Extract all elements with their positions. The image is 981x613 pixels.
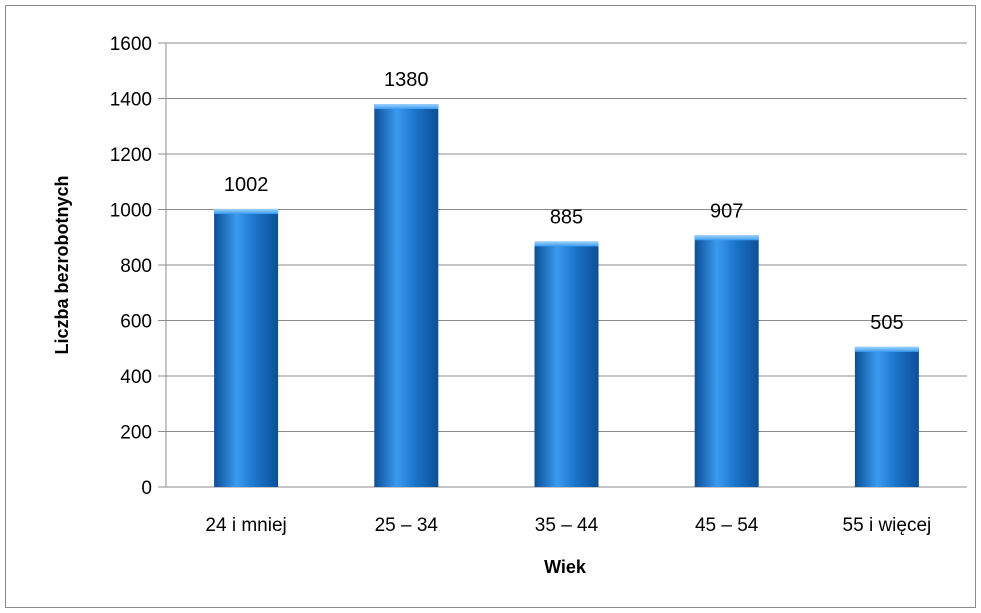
x-tick-label: 24 i mniej <box>205 515 286 536</box>
bar-cap <box>855 347 919 352</box>
x-tick-label: 45 – 54 <box>695 515 759 536</box>
x-tick-label: 25 – 34 <box>375 515 439 536</box>
x-tick-labels: 24 i mniej 25 – 34 35 – 44 45 – 54 55 i więc… <box>205 515 931 536</box>
x-axis-label: Wiek <box>544 557 587 577</box>
data-label: 505 <box>870 312 903 334</box>
bar-cap <box>535 241 599 246</box>
data-label: 1380 <box>384 69 429 91</box>
bar-cap <box>695 235 759 240</box>
x-tick-label: 55 i więcej <box>843 515 932 536</box>
data-label: 1002 <box>224 174 269 196</box>
bar <box>855 347 919 487</box>
y-axis-label: Liczba bezrobotnych <box>52 175 72 354</box>
data-label: 907 <box>710 200 743 222</box>
bars <box>214 104 919 487</box>
y-tick-label: 200 <box>120 423 152 444</box>
x-tick-label: 35 – 44 <box>535 515 599 536</box>
y-tick-labels: 0 200 400 600 800 1000 1200 1400 1600 <box>110 34 152 499</box>
bar <box>695 235 759 487</box>
y-tick-label: 600 <box>120 312 152 333</box>
y-tick-label: 400 <box>120 367 152 388</box>
bar <box>374 104 438 487</box>
y-tick-label: 1200 <box>110 145 152 166</box>
bar <box>214 209 278 487</box>
y-tick-label: 0 <box>141 478 152 499</box>
y-tick-label: 1400 <box>110 90 152 111</box>
bar-cap <box>374 104 438 109</box>
y-tick-label: 1600 <box>110 34 152 55</box>
data-label: 885 <box>550 206 583 228</box>
bar-cap <box>214 209 278 214</box>
bar-body <box>855 347 919 487</box>
y-tick-label: 800 <box>120 256 152 277</box>
bar-body <box>695 235 759 487</box>
bar <box>535 241 599 487</box>
bar-body <box>374 104 438 487</box>
bar-body <box>535 241 599 487</box>
y-tick-label: 1000 <box>110 201 152 222</box>
bar-body <box>214 209 278 487</box>
